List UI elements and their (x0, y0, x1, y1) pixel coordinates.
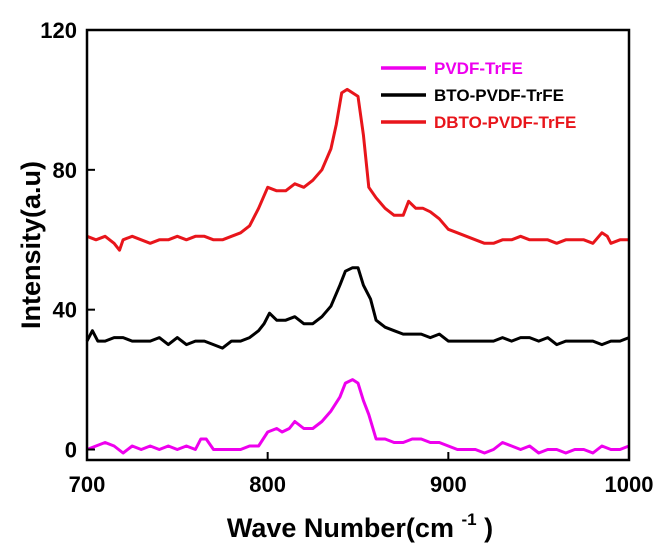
y-tick-label: 120 (40, 18, 77, 43)
y-axis-title: Intensity(a.u) (16, 161, 46, 329)
x-axis-title-suffix: ) (484, 513, 493, 543)
x-axis-title-superscript: -1 (461, 510, 476, 529)
y-tick-label: 0 (65, 438, 77, 463)
x-tick-label: 700 (69, 472, 106, 497)
y-tick-label: 80 (53, 158, 77, 183)
x-axis-title: Wave Number(cm -1 ) (227, 501, 493, 543)
x-tick-label: 900 (430, 472, 467, 497)
legend-label-2: DBTO-PVDF-TrFE (434, 113, 576, 132)
legend: PVDF-TrFE BTO-PVDF-TrFE DBTO-PVDF-TrFE (381, 59, 576, 132)
legend-label-1: BTO-PVDF-TrFE (434, 86, 564, 105)
plot-frame (85, 28, 631, 462)
y-tick-label: 40 (53, 298, 77, 323)
series-line-2 (86, 87, 629, 252)
series-line-1 (85, 266, 630, 350)
series-line-0 (86, 378, 630, 455)
x-axis-title-main: Wave Number(cm (227, 513, 454, 543)
ticks-layer: 700 800 900 1000 0 40 80 120 (40, 18, 653, 497)
x-tick-label: 800 (249, 472, 286, 497)
legend-label-0: PVDF-TrFE (434, 59, 523, 78)
x-tick-label: 1000 (605, 472, 654, 497)
series-layer (85, 87, 630, 455)
